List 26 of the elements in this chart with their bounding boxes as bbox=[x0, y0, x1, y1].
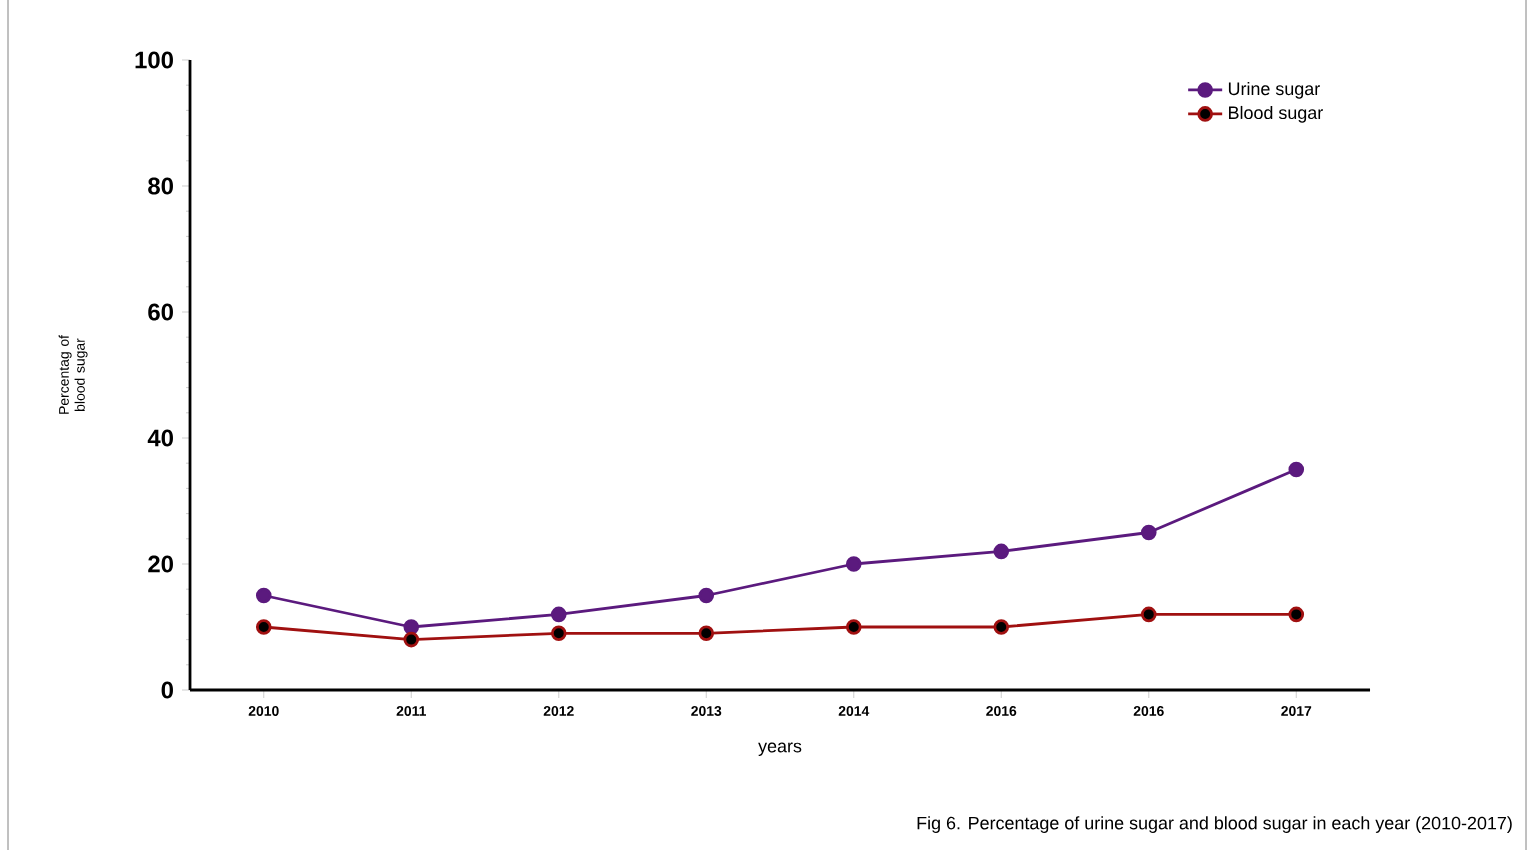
point bbox=[993, 619, 1010, 635]
point bbox=[1288, 606, 1305, 623]
point bbox=[845, 556, 862, 572]
y-tick-label: 60 bbox=[148, 303, 173, 321]
point bbox=[993, 543, 1010, 560]
point bbox=[1140, 606, 1157, 623]
point bbox=[698, 625, 715, 642]
legend-label: Urine sugar bbox=[1228, 81, 1320, 99]
x-axis-title: years bbox=[758, 742, 802, 756]
legend-label: Blood sugar bbox=[1229, 105, 1323, 123]
point bbox=[550, 606, 567, 623]
point bbox=[403, 631, 420, 648]
point bbox=[1140, 524, 1157, 541]
caption: Fig 6. Percentage of urine sugar and blood sugar in each year (2010-2017) bbox=[917, 816, 1512, 833]
point bbox=[403, 619, 420, 635]
point bbox=[845, 619, 862, 635]
y-tick-label: 40 bbox=[147, 429, 173, 447]
y-tick-label: 100 bbox=[135, 51, 173, 69]
y-tick-label: 0 bbox=[161, 681, 173, 699]
y-tick-label: 20 bbox=[148, 555, 173, 573]
point bbox=[698, 587, 715, 604]
y-tick-label: 80 bbox=[148, 177, 173, 195]
point bbox=[255, 587, 272, 604]
point bbox=[550, 625, 567, 642]
point bbox=[255, 619, 272, 635]
point bbox=[1288, 461, 1305, 478]
